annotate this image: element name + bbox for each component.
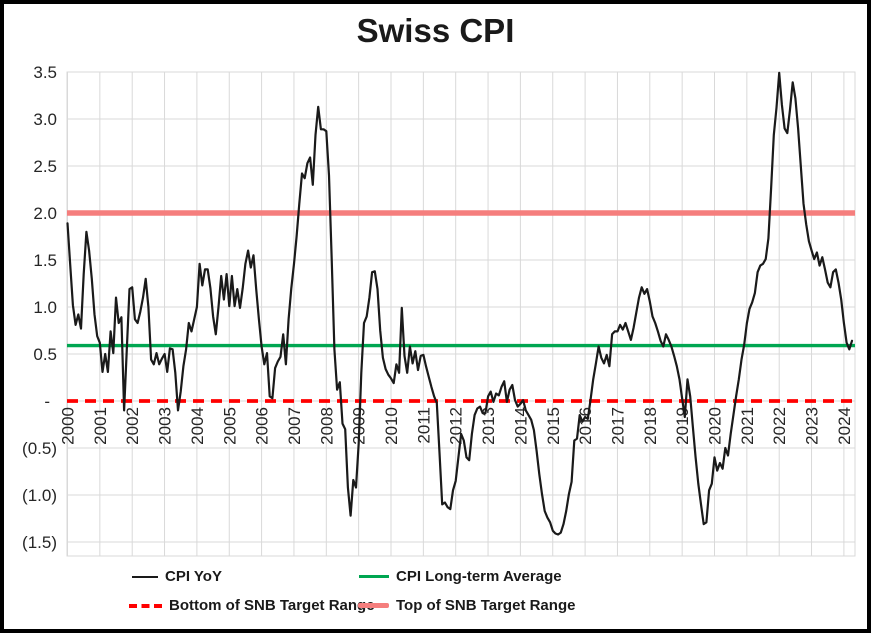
snb-top-line-sample <box>358 603 389 608</box>
y-tick-label: 2.0 <box>33 204 57 223</box>
y-tick-label: 2.5 <box>33 157 57 176</box>
x-tick-label: 2013 <box>479 407 498 445</box>
x-tick-label: 2018 <box>641 407 660 445</box>
x-tick-label: 2021 <box>738 407 757 445</box>
x-tick-label: 2001 <box>91 407 110 445</box>
x-tick-label: 2024 <box>835 407 854 445</box>
y-tick-label: 0.5 <box>33 345 57 364</box>
x-tick-label: 2019 <box>673 407 692 445</box>
y-tick-label: - <box>44 392 50 411</box>
x-tick-label: 2022 <box>770 407 789 445</box>
x-tick-label: 2004 <box>188 407 207 445</box>
x-tick-label: 2011 <box>414 407 433 444</box>
legend-label-snb-bottom: Bottom of SNB Target Range <box>169 597 375 614</box>
legend-item-long-term-average: CPI Long-term Average <box>359 568 562 585</box>
cpi-yoy-line-sample <box>132 575 158 578</box>
x-tick-label: 2002 <box>123 407 142 445</box>
x-tick-label: 2014 <box>511 407 530 445</box>
legend-label-cpi-yoy: CPI YoY <box>165 568 222 585</box>
legend-label-long-term-average: CPI Long-term Average <box>396 568 562 585</box>
x-tick-label: 2017 <box>608 407 627 445</box>
legend-item-snb-bottom: Bottom of SNB Target Range <box>129 597 375 614</box>
y-axis-labels: 3.5 3.0 2.5 2.0 1.5 1.0 0.5 - (0.5) (1.0) (1.5) <box>22 63 57 552</box>
y-tick-label: (0.5) <box>22 439 57 458</box>
x-tick-label: 2015 <box>544 407 563 445</box>
snb-bottom-line-sample <box>129 603 162 608</box>
y-tick-label: 3.5 <box>33 63 57 82</box>
x-tick-label: 2003 <box>156 407 175 445</box>
x-tick-label: 2007 <box>285 407 304 445</box>
x-tick-label: 2020 <box>706 407 725 445</box>
x-tick-label: 2008 <box>317 407 336 445</box>
gridlines <box>66 71 856 557</box>
y-tick-label: 1.5 <box>33 251 57 270</box>
x-tick-label: 2010 <box>382 407 401 445</box>
legend-label-snb-top: Top of SNB Target Range <box>396 597 576 614</box>
x-tick-label: 2000 <box>59 407 78 445</box>
x-tick-label: 2005 <box>220 407 239 445</box>
y-tick-label: (1.5) <box>22 533 57 552</box>
y-tick-label: (1.0) <box>22 486 57 505</box>
legend-item-cpi-yoy: CPI YoY <box>132 568 222 585</box>
long-term-average-line-sample <box>359 575 389 578</box>
y-tick-label: 1.0 <box>33 298 57 317</box>
cpi-yoy-line <box>66 71 854 536</box>
x-axis-labels: 2000 2001 2002 2003 2004 2005 2006 2007 2008 2009… <box>59 407 854 445</box>
chart-title: Swiss CPI <box>356 12 515 49</box>
legend-item-snb-top: Top of SNB Target Range <box>358 597 575 614</box>
y-tick-label: 3.0 <box>33 110 57 129</box>
x-tick-label: 2006 <box>253 407 272 445</box>
x-tick-label: 2023 <box>803 407 822 445</box>
